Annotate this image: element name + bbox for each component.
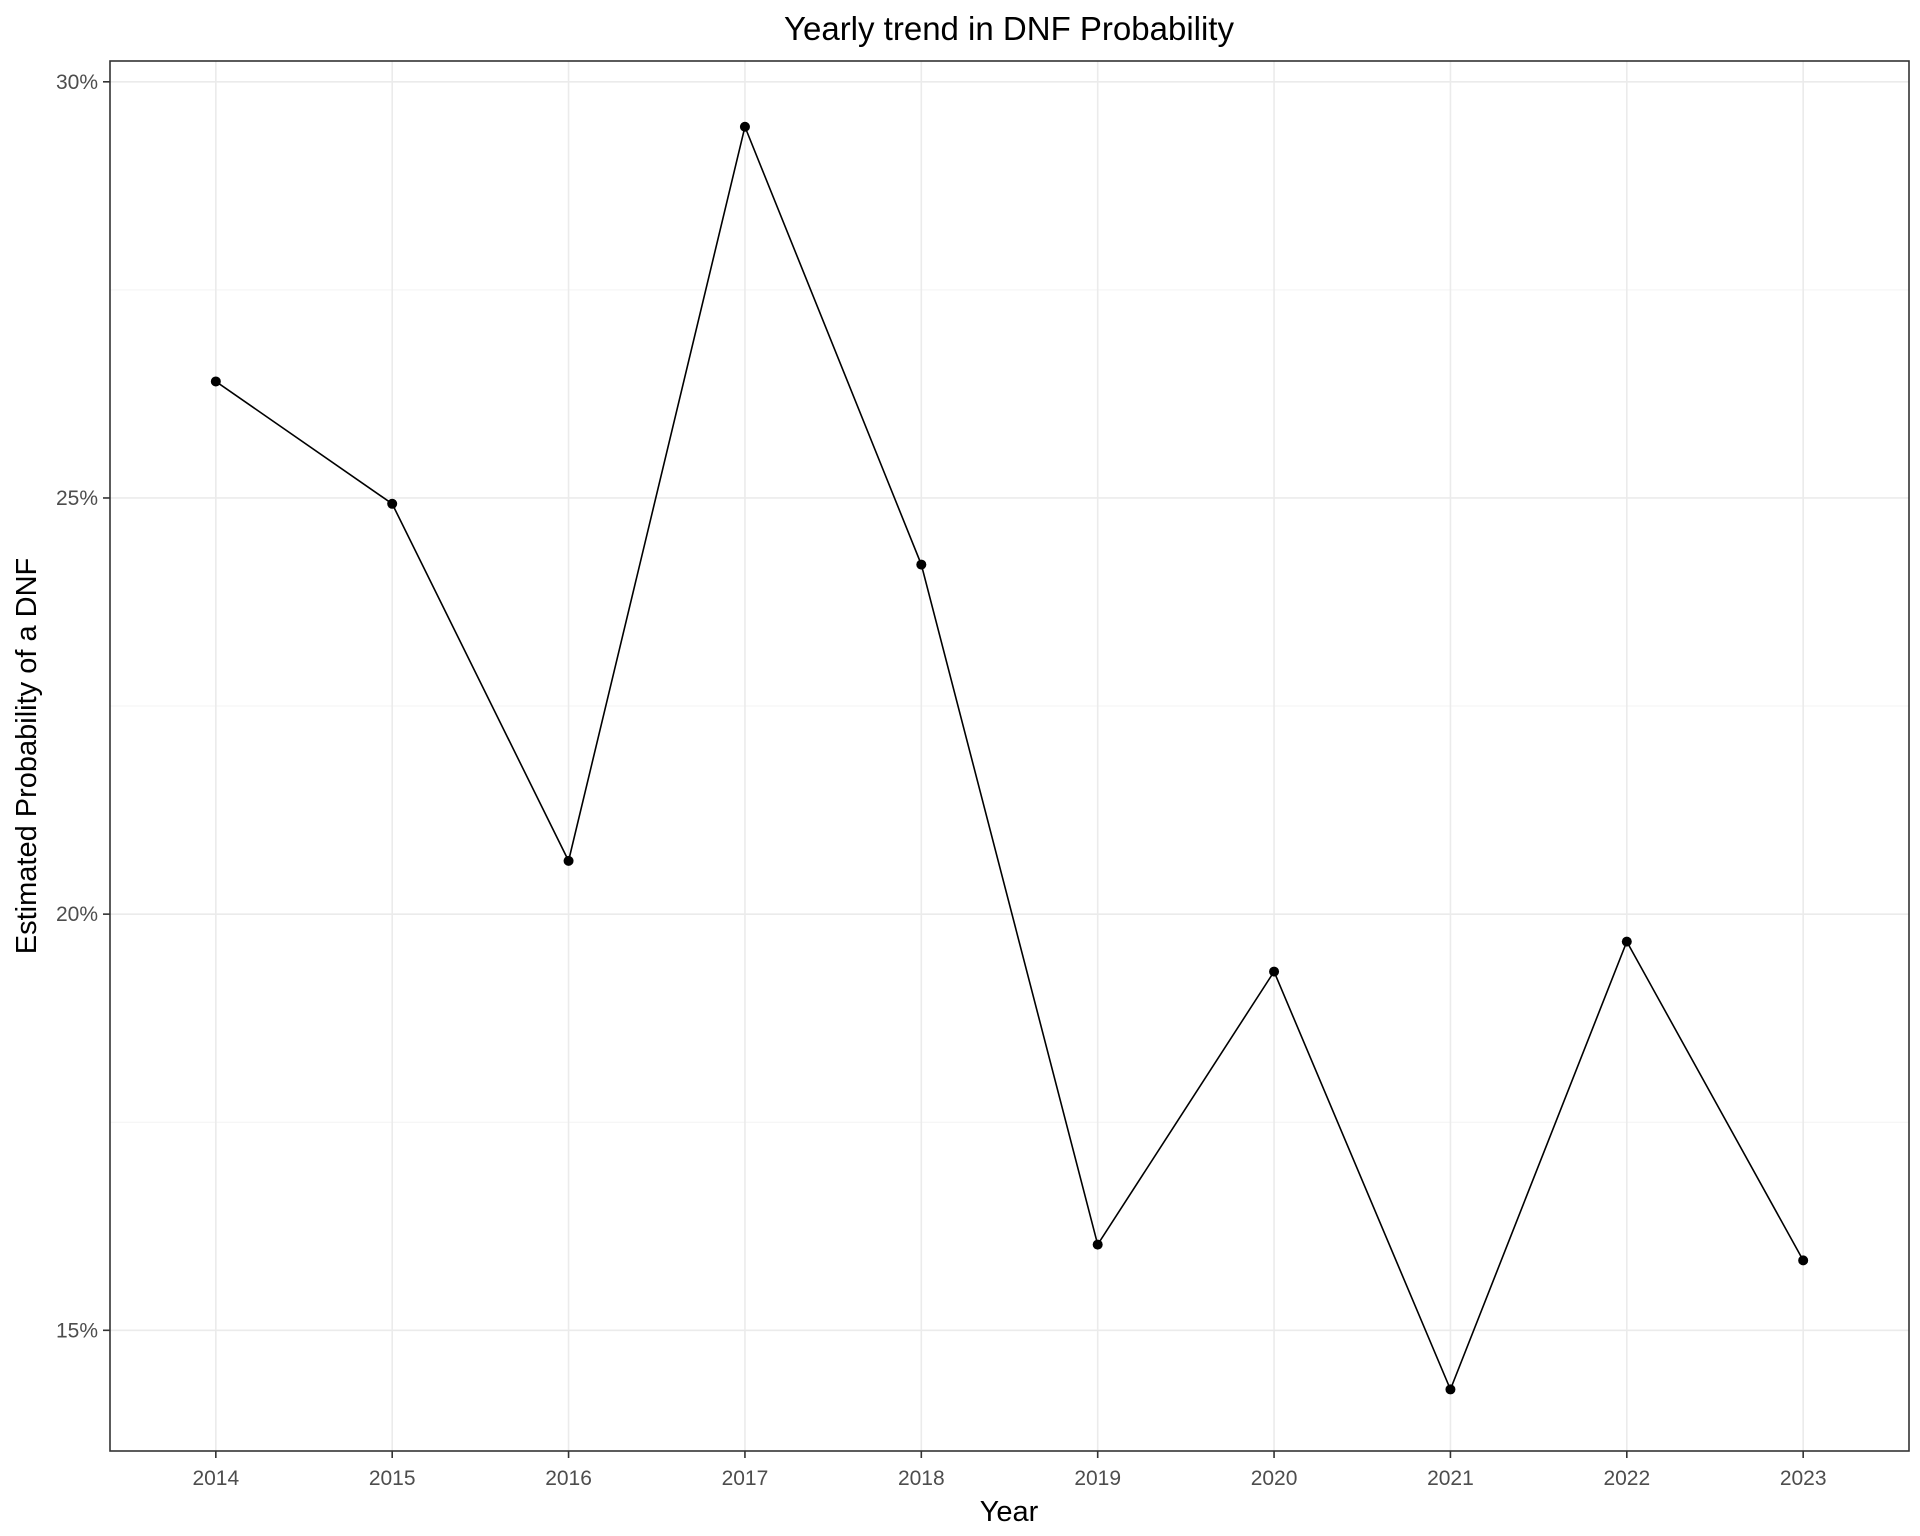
x-tick-label: 2020 <box>1251 1467 1298 1490</box>
y-tick-label: 30% <box>56 71 98 94</box>
x-tick-label: 2022 <box>1603 1467 1650 1490</box>
series <box>210 121 1809 1395</box>
x-tick-label: 2014 <box>192 1467 239 1490</box>
y-axis-title: Estimated Probability of a DNF <box>11 558 43 954</box>
grid <box>110 61 1909 1451</box>
y-tick-label: 15% <box>56 1319 98 1342</box>
data-point <box>1092 1239 1103 1250</box>
x-tick-label: 2023 <box>1780 1467 1827 1490</box>
data-point <box>739 121 750 132</box>
data-point <box>563 855 574 866</box>
x-tick-label: 2015 <box>369 1467 416 1490</box>
y-tick-label: 25% <box>56 487 98 510</box>
x-tick-label: 2019 <box>1074 1467 1121 1490</box>
x-tick-label: 2018 <box>898 1467 945 1490</box>
y-tick-label: 20% <box>56 903 98 926</box>
chart-title: Yearly trend in DNF Probability <box>784 10 1234 47</box>
data-point <box>210 376 221 387</box>
plot-panel-border <box>109 60 1910 1452</box>
data-point <box>1445 1384 1456 1395</box>
data-point <box>1798 1255 1809 1266</box>
x-tick-label: 2016 <box>545 1467 592 1490</box>
axes: 15% 20% 25% 30% 2014 2015 2016 2017 2018 2019 2020… <box>56 71 1827 1490</box>
data-point <box>1621 936 1632 947</box>
x-tick-label: 2017 <box>722 1467 769 1490</box>
x-axis-title: Year <box>980 1496 1039 1528</box>
data-point <box>387 498 398 509</box>
x-tick-label: 2021 <box>1427 1467 1474 1490</box>
data-point <box>916 559 927 570</box>
series-line <box>215 124 1804 1392</box>
data-point <box>1269 966 1280 977</box>
